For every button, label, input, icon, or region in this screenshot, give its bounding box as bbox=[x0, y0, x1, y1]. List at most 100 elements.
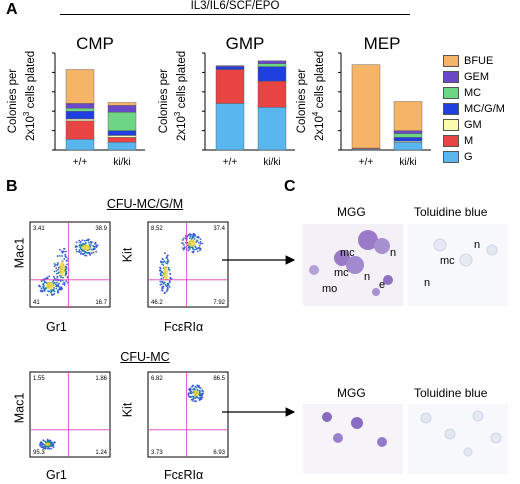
facs-event bbox=[62, 276, 65, 279]
facs-event bbox=[198, 242, 200, 244]
cell-label: mc bbox=[340, 247, 355, 259]
facs-xlabel-tl: Gr1 bbox=[46, 320, 67, 334]
facs-event bbox=[181, 239, 184, 241]
facs-event bbox=[199, 387, 202, 390]
facs-event bbox=[200, 390, 202, 392]
legend-item: GM bbox=[443, 117, 505, 133]
facs-event bbox=[88, 241, 90, 244]
bar-segment bbox=[393, 133, 423, 138]
legend-swatch bbox=[443, 55, 459, 67]
facs-event bbox=[162, 258, 164, 261]
facs-event bbox=[169, 273, 172, 275]
facs-plot-frame bbox=[29, 371, 111, 458]
facs-event bbox=[55, 269, 58, 272]
facs-event bbox=[46, 276, 48, 279]
facs-density-core bbox=[59, 261, 65, 277]
facs-event bbox=[163, 281, 166, 284]
legend-label: M bbox=[464, 135, 474, 147]
facs-event bbox=[182, 247, 184, 250]
facs-event bbox=[63, 283, 66, 286]
facs-event bbox=[65, 250, 67, 253]
facs-event bbox=[83, 239, 86, 242]
facs-event bbox=[191, 246, 194, 249]
facs-event bbox=[79, 241, 82, 244]
facs-event bbox=[94, 241, 97, 244]
facs-event bbox=[53, 292, 56, 295]
facs-event bbox=[190, 233, 193, 236]
condition-header: IL3/IL6/SCF/EPO bbox=[190, 0, 280, 12]
x-tick-label: ki/ki bbox=[399, 157, 416, 168]
facs-event bbox=[40, 287, 43, 290]
facs-event bbox=[66, 259, 68, 262]
facs-event bbox=[87, 251, 90, 254]
facs-event bbox=[164, 252, 166, 255]
bar-charts: +/+ ki/ki +/+ ki/ki +/+ ki/ki bbox=[52, 52, 431, 168]
facs-event bbox=[165, 285, 168, 288]
facs-event bbox=[181, 242, 184, 245]
facs-event bbox=[189, 235, 192, 238]
legend-item: M bbox=[443, 133, 505, 149]
legend-item: G bbox=[443, 149, 505, 165]
quadrant-percent: 6.93 bbox=[213, 450, 225, 456]
facs-event bbox=[44, 440, 46, 443]
facs-event bbox=[189, 246, 192, 249]
facs-event bbox=[43, 445, 46, 448]
cell bbox=[433, 238, 447, 252]
facs-event bbox=[83, 250, 85, 252]
bar-segment bbox=[215, 69, 245, 104]
facs-event bbox=[43, 281, 46, 284]
facs-event bbox=[48, 275, 51, 278]
facs-event bbox=[95, 246, 98, 249]
facs-event bbox=[48, 290, 50, 293]
facs-event bbox=[194, 246, 197, 249]
facs-event bbox=[60, 286, 63, 289]
arrows bbox=[222, 255, 296, 417]
quadrant-percent: 16.7 bbox=[95, 300, 107, 306]
facs-event bbox=[87, 238, 90, 241]
facs-event bbox=[57, 272, 60, 275]
facs-event bbox=[61, 287, 63, 290]
facs-event bbox=[191, 236, 194, 239]
facs-event bbox=[61, 255, 63, 257]
bar-segment bbox=[107, 111, 137, 131]
cell-label: mc bbox=[334, 267, 349, 279]
facs-event bbox=[56, 281, 58, 284]
facs-event bbox=[55, 264, 57, 266]
facs-event bbox=[202, 390, 204, 393]
facs-event bbox=[190, 398, 193, 401]
facs-event bbox=[168, 281, 171, 283]
bar-segment bbox=[257, 107, 287, 151]
facs-event bbox=[53, 290, 56, 293]
facs-event bbox=[90, 248, 93, 251]
facs-event bbox=[193, 387, 196, 390]
cell-label: mo bbox=[322, 283, 337, 295]
facs-event bbox=[53, 277, 56, 280]
facs-event bbox=[192, 395, 195, 398]
facs-event bbox=[57, 291, 60, 294]
micrographs: mc mc n n e mo mc n n bbox=[303, 224, 508, 474]
facs-event bbox=[66, 263, 68, 266]
facs-ylabel-tr: Kit bbox=[120, 247, 135, 263]
facs-event bbox=[55, 287, 58, 290]
bar-segment bbox=[107, 130, 137, 136]
facs-event bbox=[162, 264, 165, 267]
facs-event bbox=[83, 252, 86, 255]
facs-event bbox=[40, 280, 43, 283]
legend-item: MC/G/M bbox=[443, 101, 505, 117]
facs-event bbox=[42, 439, 45, 442]
facs-event bbox=[186, 235, 189, 238]
facs-event bbox=[160, 277, 163, 280]
facs-event bbox=[196, 250, 199, 253]
cell-label: n bbox=[424, 277, 430, 289]
facs-event bbox=[164, 291, 167, 294]
facs-event bbox=[52, 280, 54, 283]
facs-event bbox=[168, 285, 171, 288]
quadrant-percent: 46.2 bbox=[151, 300, 163, 306]
facs-event bbox=[42, 283, 44, 286]
bar-segment bbox=[351, 64, 381, 149]
facs-event bbox=[64, 265, 67, 268]
legend-swatch bbox=[443, 71, 459, 83]
facs-event bbox=[198, 390, 201, 392]
legend-swatch bbox=[443, 103, 459, 115]
facs-event bbox=[52, 288, 55, 291]
